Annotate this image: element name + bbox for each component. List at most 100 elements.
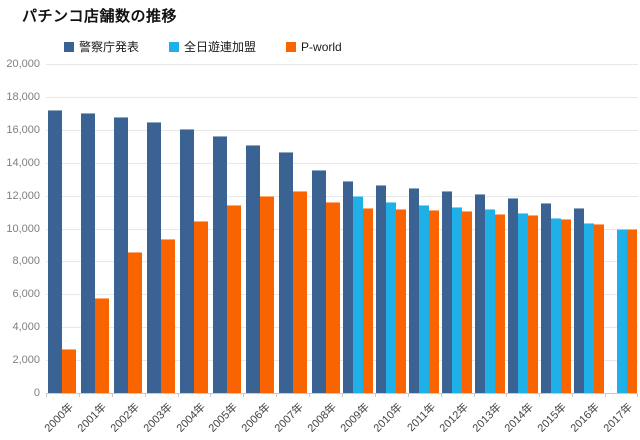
bar-警察庁発表-2004年 xyxy=(179,129,194,393)
bar-全日遊連加盟-2010年 xyxy=(386,202,397,393)
bar-group-2009年 xyxy=(342,181,375,393)
gridline xyxy=(46,64,638,65)
bar-警察庁発表-2007年 xyxy=(278,152,293,393)
bar-group-2011年 xyxy=(408,188,441,393)
bar-P-world-2006年 xyxy=(259,196,274,393)
gridline xyxy=(46,360,638,361)
x-axis-tick xyxy=(309,393,310,397)
y-axis-labels: 20,000 18,000 16,000 14,000 12,000 10,000 8,00… xyxy=(0,58,40,399)
bar-group-2004年 xyxy=(178,129,211,393)
x-axis-tick xyxy=(506,393,507,397)
x-axis-tick-label: 2009年 xyxy=(338,401,373,435)
chart-title: パチンコ店舗数の推移 xyxy=(22,8,178,25)
gridline xyxy=(46,294,638,295)
y-axis-tick-label: 12,000 xyxy=(6,190,40,202)
bar-警察庁発表-2001年 xyxy=(81,113,96,393)
bar-P-world-2000年 xyxy=(62,349,77,393)
legend-label-pworld: P-world xyxy=(301,39,342,54)
plot-area xyxy=(46,64,638,397)
x-axis-tick-label: 2016年 xyxy=(568,401,603,435)
bar-P-world-2008年 xyxy=(325,202,340,393)
bar-group-2013年 xyxy=(474,194,507,393)
bar-警察庁発表-2014年 xyxy=(507,198,518,393)
x-axis-tick-label: 2007年 xyxy=(272,401,307,435)
gridline xyxy=(46,229,638,230)
gridline xyxy=(46,97,638,98)
gridline xyxy=(46,327,638,328)
bar-group-2014年 xyxy=(506,198,539,393)
bar-警察庁発表-2008年 xyxy=(311,170,326,393)
bar-P-world-2004年 xyxy=(193,221,208,393)
y-axis-tick-label: 10,000 xyxy=(6,223,40,235)
legend-swatch-pworld xyxy=(286,41,297,52)
x-axis-tick xyxy=(145,393,146,397)
legend-swatch-police xyxy=(64,41,74,52)
legend-label-police: 警察庁発表 xyxy=(79,40,140,54)
bar-group-2017年 xyxy=(605,229,638,393)
bar-group-2005年 xyxy=(210,136,243,393)
bar-警察庁発表-2015年 xyxy=(540,203,551,393)
bar-P-world-2001年 xyxy=(95,298,110,393)
bar-group-2001年 xyxy=(79,113,112,393)
bar-P-world-2005年 xyxy=(226,205,241,393)
bar-全日遊連加盟-2011年 xyxy=(419,205,430,393)
x-axis-tick-label: 2012年 xyxy=(437,401,471,435)
x-axis-tick xyxy=(474,393,475,397)
legend-item-police: 警察庁発表 xyxy=(64,38,139,55)
bar-group-2016年 xyxy=(572,208,605,393)
x-axis-tick-label: 2013年 xyxy=(470,401,504,435)
x-axis-tick xyxy=(178,393,179,397)
x-axis-tick xyxy=(637,393,638,397)
y-axis-tick-label: 6,000 xyxy=(12,288,40,300)
gridline xyxy=(46,196,638,197)
bar-警察庁発表-2009年 xyxy=(343,181,354,393)
x-axis-tick-label: 2000年 xyxy=(42,401,77,435)
bar-P-world-2015年 xyxy=(560,219,571,393)
x-axis-tick-label: 2017年 xyxy=(601,401,636,435)
bar-全日遊連加盟-2009年 xyxy=(353,196,364,393)
gridline xyxy=(46,163,638,164)
bar-P-world-2016年 xyxy=(593,224,604,393)
x-axis-tick xyxy=(276,393,277,397)
bar-P-world-2017年 xyxy=(626,229,637,393)
x-axis-tick-label: 2005年 xyxy=(206,401,241,435)
x-axis-tick-label: 2015年 xyxy=(535,401,570,435)
x-axis-tick xyxy=(441,393,442,397)
x-axis-tick-label: 2006年 xyxy=(239,401,274,435)
bar-警察庁発表-2011年 xyxy=(409,188,420,393)
bar-警察庁発表-2005年 xyxy=(212,136,227,393)
x-axis-tick-label: 2014年 xyxy=(502,401,537,435)
bar-group-2000年 xyxy=(46,110,79,393)
x-axis-tick-label: 2001年 xyxy=(75,401,109,435)
gridline xyxy=(46,261,638,262)
bar-group-2002年 xyxy=(112,117,145,393)
y-axis-tick-label: 4,000 xyxy=(12,321,40,333)
x-axis-tick xyxy=(210,393,211,397)
y-axis-tick-label: 2,000 xyxy=(12,354,40,366)
x-axis-tick xyxy=(375,393,376,397)
bar-group-2010年 xyxy=(375,185,408,393)
x-axis-tick-label: 2010年 xyxy=(371,401,405,435)
bar-警察庁発表-2002年 xyxy=(114,117,129,393)
y-axis-tick-label: 16,000 xyxy=(6,124,40,136)
bar-group-2007年 xyxy=(276,152,309,393)
x-axis-tick xyxy=(605,393,606,397)
x-axis-tick-label: 2008年 xyxy=(305,401,340,435)
bar-全日遊連加盟-2016年 xyxy=(583,223,594,393)
bar-P-world-2013年 xyxy=(494,214,505,393)
bar-警察庁発表-2016年 xyxy=(573,208,584,393)
legend-swatch-zennichi xyxy=(169,41,180,52)
y-axis-tick-label: 18,000 xyxy=(6,91,40,103)
bar-全日遊連加盟-2017年 xyxy=(616,229,627,393)
bar-group-2012年 xyxy=(441,191,474,393)
x-axis-tick xyxy=(342,393,343,397)
legend-label-zennichi: 全日遊連加盟 xyxy=(184,40,257,54)
y-axis-tick-label: 14,000 xyxy=(6,157,40,169)
x-axis-tick-label: 2003年 xyxy=(141,401,175,435)
bar-警察庁発表-2003年 xyxy=(147,122,162,393)
bar-警察庁発表-2010年 xyxy=(376,185,387,393)
bar-全日遊連加盟-2012年 xyxy=(452,207,463,393)
bar-P-world-2009年 xyxy=(363,208,374,393)
bar-警察庁発表-2013年 xyxy=(474,194,485,393)
